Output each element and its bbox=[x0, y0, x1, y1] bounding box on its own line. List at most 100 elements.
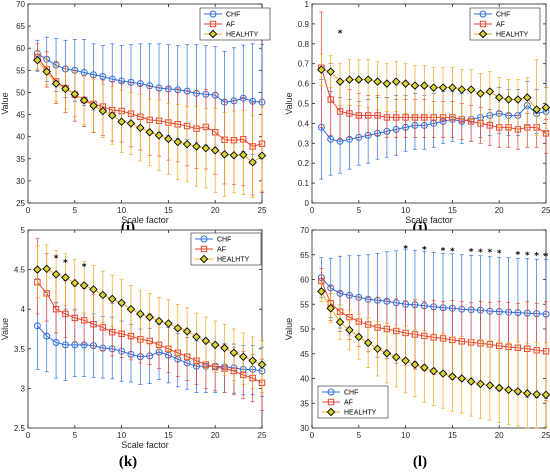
data-point bbox=[494, 383, 504, 393]
legend: CHF AF HEALHTY bbox=[190, 232, 262, 266]
y-tick-label: 0.5 bbox=[298, 100, 310, 109]
x-tick-label: 0 bbox=[310, 431, 315, 440]
data-point bbox=[335, 317, 345, 327]
y-tick-label: 55 bbox=[300, 300, 309, 309]
x-tick-label: 20 bbox=[495, 431, 504, 440]
data-point bbox=[71, 314, 78, 322]
data-point bbox=[457, 374, 466, 383]
data-point bbox=[248, 158, 257, 167]
data-point bbox=[70, 278, 80, 288]
y-tick-label: 60 bbox=[16, 44, 25, 53]
y-tick-label: 65 bbox=[16, 22, 25, 31]
data-point bbox=[70, 89, 80, 99]
legend-marker bbox=[208, 29, 218, 39]
data-point bbox=[363, 75, 373, 84]
data-point bbox=[80, 317, 88, 324]
x-tick-label: 15 bbox=[448, 431, 457, 440]
data-point bbox=[401, 356, 410, 365]
data-point bbox=[448, 83, 457, 92]
data-point bbox=[173, 137, 182, 147]
data-point bbox=[476, 89, 485, 98]
series-healthy bbox=[317, 281, 550, 429]
data-point bbox=[201, 336, 211, 346]
legend-label: CHF bbox=[496, 12, 510, 19]
y-tick-label: 0.2 bbox=[298, 159, 310, 168]
significance-asterisk: * bbox=[516, 250, 521, 260]
data-point bbox=[354, 332, 364, 342]
data-point bbox=[99, 73, 107, 81]
data-point bbox=[402, 114, 409, 121]
data-point bbox=[164, 134, 173, 144]
significance-asterisk: * bbox=[478, 248, 483, 258]
data-point bbox=[117, 298, 126, 308]
data-point bbox=[239, 352, 248, 361]
x-tick-label: 25 bbox=[258, 431, 267, 440]
data-point bbox=[154, 131, 164, 140]
data-point bbox=[52, 338, 60, 346]
x-tick-label: 15 bbox=[164, 431, 173, 440]
significance-asterisk: * bbox=[534, 251, 539, 261]
y-tick-label: 4.5 bbox=[14, 266, 26, 275]
data-point bbox=[532, 390, 541, 399]
data-point bbox=[79, 96, 89, 105]
data-point bbox=[117, 117, 126, 126]
data-point bbox=[392, 77, 401, 86]
y-tick-label: 3.5 bbox=[14, 345, 26, 354]
y-tick-label: 5 bbox=[21, 226, 26, 235]
legend-marker bbox=[199, 254, 209, 264]
data-point bbox=[327, 135, 335, 143]
data-point bbox=[345, 325, 354, 335]
y-tick-label: 0.6 bbox=[298, 80, 310, 89]
data-point bbox=[33, 265, 42, 274]
data-point bbox=[513, 95, 523, 104]
data-point bbox=[90, 321, 97, 328]
data-point bbox=[355, 112, 363, 119]
y-tick-label: 0 bbox=[305, 199, 310, 208]
significance-asterisk: * bbox=[63, 259, 68, 269]
y-tick-label: 0.8 bbox=[298, 40, 310, 49]
y-tick-label: 0.3 bbox=[298, 139, 310, 148]
y-tick-label: 45 bbox=[16, 111, 25, 120]
data-point bbox=[99, 324, 107, 331]
data-point bbox=[109, 328, 116, 336]
y-tick-label: 3 bbox=[21, 384, 26, 393]
legend-marker bbox=[209, 10, 217, 18]
data-point bbox=[43, 332, 51, 340]
legend-marker bbox=[478, 29, 488, 39]
x-axis-title: Scale factor bbox=[121, 440, 169, 450]
significance-asterisk: * bbox=[469, 247, 474, 257]
data-point bbox=[173, 323, 182, 333]
data-point bbox=[429, 83, 438, 92]
x-tick-label: 20 bbox=[495, 206, 504, 215]
x-tick-label: 0 bbox=[26, 206, 31, 215]
x-tick-label: 15 bbox=[448, 206, 457, 215]
data-point bbox=[363, 338, 373, 348]
legend: CHF AF HEALHTY bbox=[199, 7, 271, 41]
data-point bbox=[192, 142, 201, 151]
data-point bbox=[42, 264, 51, 274]
significance-asterisk: * bbox=[338, 29, 343, 39]
data-point bbox=[192, 332, 201, 342]
data-point bbox=[136, 309, 145, 319]
y-tick-label: 4 bbox=[21, 305, 26, 314]
y-tick-label: 35 bbox=[300, 399, 309, 408]
legend-label: AF bbox=[344, 400, 353, 407]
data-point bbox=[79, 281, 89, 290]
data-point bbox=[541, 390, 550, 400]
data-point bbox=[438, 83, 448, 92]
x-tick-label: 5 bbox=[73, 206, 78, 215]
data-point bbox=[108, 111, 117, 120]
data-point bbox=[220, 150, 229, 159]
data-point bbox=[220, 343, 229, 353]
x-tick-label: 10 bbox=[401, 206, 410, 215]
data-point bbox=[164, 319, 173, 328]
chart-panel-4: 0 5 10 15 20 25 30 35 40 45 50 55 60 65 70 Value (l) * * * *… bbox=[284, 226, 550, 470]
data-point bbox=[108, 294, 117, 304]
x-tick-label: 5 bbox=[73, 431, 78, 440]
x-tick-label: 20 bbox=[211, 431, 220, 440]
data-point bbox=[392, 352, 401, 362]
data-point bbox=[61, 84, 70, 94]
data-point bbox=[410, 360, 420, 369]
data-point bbox=[248, 356, 257, 365]
data-point bbox=[229, 151, 239, 160]
